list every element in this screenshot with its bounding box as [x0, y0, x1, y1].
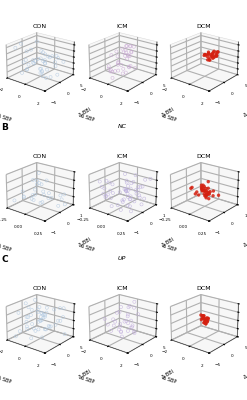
X-axis label: Δ SBP: Δ SBP	[161, 375, 176, 384]
Y-axis label: Δ BBI: Δ BBI	[243, 107, 247, 118]
Y-axis label: Δ BBI: Δ BBI	[243, 237, 247, 248]
Title: ICM: ICM	[116, 24, 128, 29]
Y-axis label: Δ BBI: Δ BBI	[161, 369, 175, 380]
X-axis label: Δ SBP: Δ SBP	[80, 243, 95, 252]
Title: CON: CON	[32, 286, 47, 291]
Title: CON: CON	[32, 24, 47, 29]
Text: C: C	[1, 255, 8, 264]
Y-axis label: Δ BBI: Δ BBI	[161, 107, 175, 118]
Title: ICM: ICM	[116, 154, 128, 159]
Y-axis label: Δ BBI: Δ BBI	[161, 237, 175, 248]
Text: A: A	[1, 0, 8, 2]
Y-axis label: Δ BBI: Δ BBI	[79, 107, 92, 118]
Title: CON: CON	[32, 154, 47, 159]
Title: DCM: DCM	[196, 286, 211, 291]
Title: ICM: ICM	[116, 286, 128, 291]
X-axis label: Δ SBP: Δ SBP	[161, 113, 176, 122]
X-axis label: Δ SBP: Δ SBP	[161, 243, 176, 252]
X-axis label: Δ SBP: Δ SBP	[80, 375, 95, 384]
Y-axis label: Δ BBI: Δ BBI	[79, 237, 92, 248]
Text: NC: NC	[118, 124, 127, 129]
X-axis label: Δ SBP: Δ SBP	[0, 375, 12, 384]
Title: DCM: DCM	[196, 154, 211, 159]
X-axis label: Δ SBP: Δ SBP	[80, 113, 95, 122]
Title: DCM: DCM	[196, 24, 211, 29]
Text: B: B	[1, 123, 8, 132]
X-axis label: Δ SBP: Δ SBP	[0, 113, 12, 122]
X-axis label: Δ SBP: Δ SBP	[0, 243, 12, 252]
Text: UP: UP	[118, 256, 126, 261]
Y-axis label: Δ BBI: Δ BBI	[243, 369, 247, 380]
Y-axis label: Δ BBI: Δ BBI	[79, 369, 92, 380]
